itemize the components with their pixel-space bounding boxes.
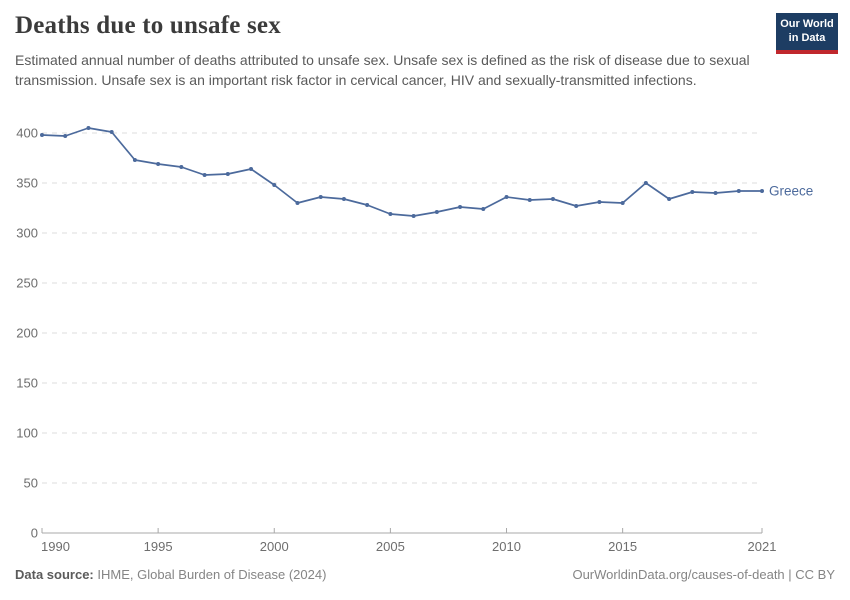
owid-logo[interactable]: Our World in Data [776,13,838,54]
data-point[interactable] [760,189,764,193]
x-tick-label: 2015 [608,539,637,554]
data-point[interactable] [63,134,68,138]
data-point[interactable] [318,195,323,199]
y-tick-label: 0 [31,526,38,541]
owid-logo-line2: in Data [788,31,826,44]
data-point[interactable] [295,201,300,205]
data-point[interactable] [132,158,137,162]
data-point[interactable] [249,167,254,171]
series-end-label[interactable]: Greece [769,184,813,199]
y-tick-label: 250 [16,276,38,291]
data-point[interactable] [597,200,602,204]
x-tick-label: 1995 [144,539,173,554]
data-point[interactable] [504,195,509,199]
data-point[interactable] [713,191,718,195]
y-tick-label: 400 [16,126,38,141]
chart-footer: Data source: IHME, Global Burden of Dise… [15,567,835,582]
line-chart[interactable]: 0 50 100 150 200 250 300 350 400 1990 1995 2000 2005… [0,115,850,563]
data-point[interactable] [550,197,555,201]
x-tick-label: 2021 [748,539,777,554]
owid-logo-text: Our World in Data [776,13,838,50]
y-tick-label: 200 [16,326,38,341]
data-point[interactable] [272,183,277,187]
data-point[interactable] [527,198,532,202]
x-tick-label: 2005 [376,539,405,554]
chart-subtitle: Estimated annual number of deaths attrib… [15,52,750,88]
data-point[interactable] [458,205,463,209]
y-tick-label: 50 [24,476,38,491]
y-tick-label: 150 [16,376,38,391]
data-point[interactable] [411,214,416,218]
data-point[interactable] [620,201,625,205]
data-point[interactable] [388,212,393,216]
data-point[interactable] [667,197,672,201]
data-point[interactable] [434,210,439,214]
y-tick-label: 350 [16,176,38,191]
data-point[interactable] [481,207,486,211]
data-point[interactable] [736,189,741,193]
data-point[interactable] [202,173,207,177]
owid-logo-red-bar [776,49,838,54]
data-point[interactable] [40,133,44,137]
data-point[interactable] [156,162,161,166]
data-point[interactable] [574,204,579,208]
x-tick-label: 2000 [260,539,289,554]
owid-license-link[interactable]: OurWorldinData.org/causes-of-death | CC … [572,567,835,582]
data-point[interactable] [643,181,648,185]
data-source-label: Data source: [15,567,94,582]
data-source-text: IHME, Global Burden of Disease (2024) [93,567,327,582]
data-point[interactable] [109,130,114,134]
x-tick-label: 1990 [41,539,70,554]
x-tick-label: 2010 [492,539,521,554]
series-line-greece[interactable] [41,127,762,217]
data-point[interactable] [365,203,370,207]
page-title: Deaths due to unsafe sex [15,12,281,39]
data-point[interactable] [341,197,346,201]
y-tick-label: 300 [16,226,38,241]
data-point[interactable] [690,190,695,194]
data-source: Data source: IHME, Global Burden of Dise… [15,567,326,582]
owid-logo-line1: Our World [780,18,834,30]
data-point[interactable] [179,165,184,169]
y-tick-label: 100 [16,426,38,441]
data-point[interactable] [225,172,230,176]
data-point[interactable] [86,126,91,130]
